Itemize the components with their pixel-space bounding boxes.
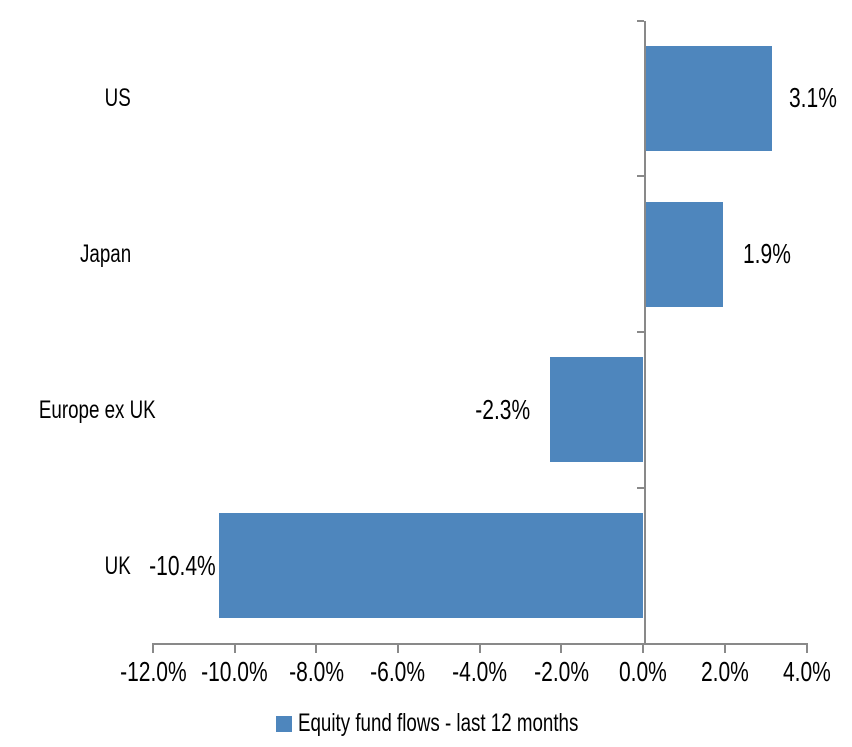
- bar-uk: [218, 513, 644, 619]
- x-axis-tick-label-text: 2.0%: [700, 656, 749, 687]
- data-label-text: -10.4%: [149, 549, 216, 581]
- category-label: Japan: [0, 237, 131, 271]
- legend-label: Equity fund flows - last 12 months: [298, 706, 672, 740]
- x-axis-tick-label: 0.0%: [583, 655, 703, 689]
- category-label: US: [0, 81, 131, 115]
- x-axis-tick-label-text: 4.0%: [782, 656, 831, 687]
- x-axis-tick-label-text: -6.0%: [370, 656, 426, 687]
- bar-europe-ex-uk: [549, 357, 644, 463]
- category-label: Europe ex UK: [0, 393, 156, 427]
- x-axis-tick-label: -6.0%: [338, 655, 458, 689]
- x-axis-tick: [397, 644, 400, 653]
- category-label-text: Europe ex UK: [38, 395, 156, 424]
- x-axis-tick: [315, 644, 318, 653]
- x-axis-tick: [478, 644, 481, 653]
- x-axis-tick: [560, 644, 563, 653]
- data-label-text: 3.1%: [789, 82, 837, 114]
- x-axis-tick-label-text: -12.0%: [119, 656, 187, 687]
- data-label: -10.4%: [127, 549, 216, 583]
- category-axis-line: [643, 20, 646, 645]
- x-axis-tick: [642, 644, 645, 653]
- x-axis-tick-label: 4.0%: [747, 655, 852, 689]
- legend-marker-swatch: [276, 716, 292, 732]
- x-axis-tick-label-text: -2.0%: [534, 656, 589, 687]
- data-label: 3.1%: [789, 81, 852, 115]
- data-label-text: 1.9%: [743, 238, 791, 270]
- x-axis-tick-label: -4.0%: [420, 655, 540, 689]
- x-axis-tick: [152, 644, 154, 653]
- legend-label-text: Equity fund flows - last 12 months: [298, 709, 579, 737]
- x-axis-tick-label-text: -8.0%: [288, 656, 344, 687]
- data-label-text: -2.3%: [475, 393, 531, 425]
- category-label-text: Japan: [79, 240, 131, 269]
- category-label-text: UK: [104, 551, 131, 580]
- x-axis-tick: [233, 644, 236, 653]
- bar-us: [645, 45, 773, 151]
- category-axis-tick: [636, 642, 644, 645]
- x-axis-tick-label: -12.0%: [93, 655, 213, 689]
- category-axis-tick: [636, 19, 644, 22]
- category-axis-tick: [636, 486, 644, 489]
- data-label: -2.3%: [457, 393, 531, 427]
- data-label: 1.9%: [743, 237, 807, 271]
- x-axis-line: [152, 642, 808, 645]
- category-axis-tick: [636, 175, 644, 178]
- category-label-text: US: [104, 84, 131, 113]
- x-axis-tick-label-text: 0.0%: [619, 656, 668, 687]
- x-axis-tick-label-text: -10.0%: [201, 656, 268, 687]
- x-axis-tick-label: -8.0%: [256, 655, 376, 689]
- category-label: UK: [0, 549, 131, 583]
- x-axis-tick: [805, 644, 808, 653]
- x-axis-tick-label-text: -4.0%: [452, 656, 508, 687]
- category-axis-tick: [636, 331, 644, 333]
- x-axis-tick-label: -2.0%: [501, 655, 621, 689]
- x-axis-tick-label: -10.0%: [175, 655, 295, 689]
- bar-japan: [645, 201, 724, 307]
- x-axis-tick: [723, 644, 726, 653]
- x-axis-tick-label: 2.0%: [665, 655, 785, 689]
